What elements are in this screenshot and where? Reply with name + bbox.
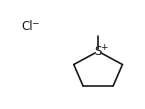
- Text: S: S: [94, 45, 102, 58]
- Text: Cl: Cl: [21, 20, 33, 33]
- Text: +: +: [100, 43, 108, 52]
- Text: −: −: [31, 18, 39, 27]
